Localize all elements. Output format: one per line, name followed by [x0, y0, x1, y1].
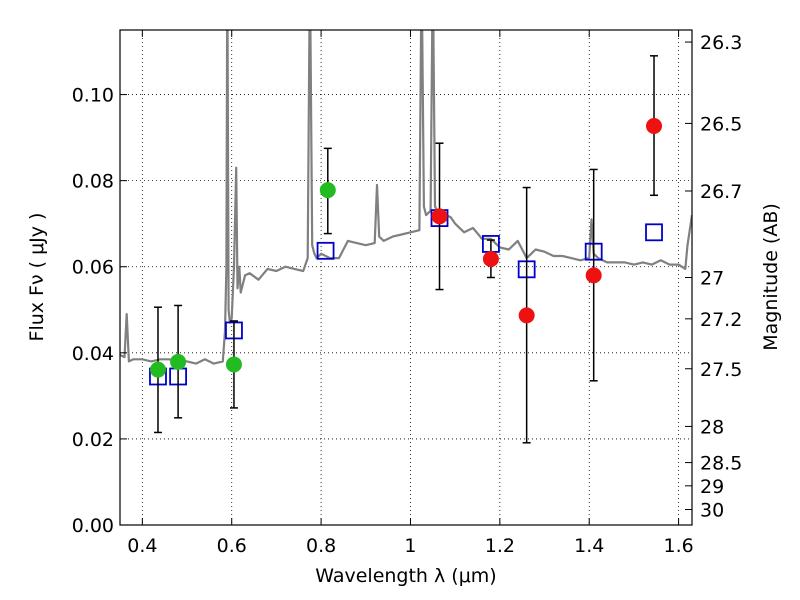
y2-tick-label: 27.5	[700, 359, 742, 381]
data-point	[225, 356, 242, 373]
model-square	[645, 223, 663, 242]
data-point	[646, 117, 663, 134]
x-tick-label: 1.2	[485, 535, 515, 557]
x-tick-label: 1	[404, 535, 416, 557]
y-axis-label: Flux Fν ( μJy )	[26, 213, 48, 342]
y-tick-label: 0.10	[72, 85, 114, 107]
data-point	[482, 250, 499, 267]
x-tick-label: 0.4	[127, 535, 157, 557]
y-tick-label: 0.08	[72, 171, 114, 193]
y2-tick-label: 29	[700, 476, 724, 498]
x-tick-label: 0.8	[306, 535, 336, 557]
data-point	[149, 361, 166, 378]
y-tick-label: 0.06	[72, 257, 114, 279]
y2-axis-label: Magnitude (AB)	[760, 203, 782, 351]
y2-tick-label: 27.2	[700, 309, 742, 331]
spectrum-line	[120, 30, 692, 365]
grid	[120, 30, 692, 525]
data-layer	[120, 30, 692, 444]
y2-tick-label: 28	[700, 416, 724, 438]
plot-frame	[119, 29, 693, 526]
data-point	[518, 307, 535, 324]
y2-tick-label: 26.5	[700, 113, 742, 135]
y2-tick-label: 26.3	[700, 32, 742, 54]
x-tick-label: 1.6	[663, 535, 693, 557]
y-tick-label: 0.00	[72, 515, 114, 537]
axes: 0.4 0.6 0.8 1 1.2 1.4 1.6 0.00 0.02 0.04 0.06 0.08 0…	[72, 30, 742, 557]
y2-tick-label: 30	[700, 500, 724, 522]
model-square	[316, 241, 335, 260]
x-axis-label: Wavelength λ (μm)	[315, 565, 496, 587]
y2-tick-label: 26.7	[700, 181, 742, 203]
y2-tick-label: 28.5	[700, 453, 742, 475]
data-point	[170, 353, 187, 370]
x-tick-label: 0.6	[217, 535, 247, 557]
y-tick-label: 0.02	[72, 429, 114, 451]
data-point	[319, 182, 336, 199]
y-tick-label: 0.04	[72, 343, 114, 365]
data-point	[585, 267, 602, 284]
x-tick-label: 1.4	[574, 535, 604, 557]
y2-tick-label: 27	[700, 268, 724, 290]
data-point	[431, 208, 448, 225]
